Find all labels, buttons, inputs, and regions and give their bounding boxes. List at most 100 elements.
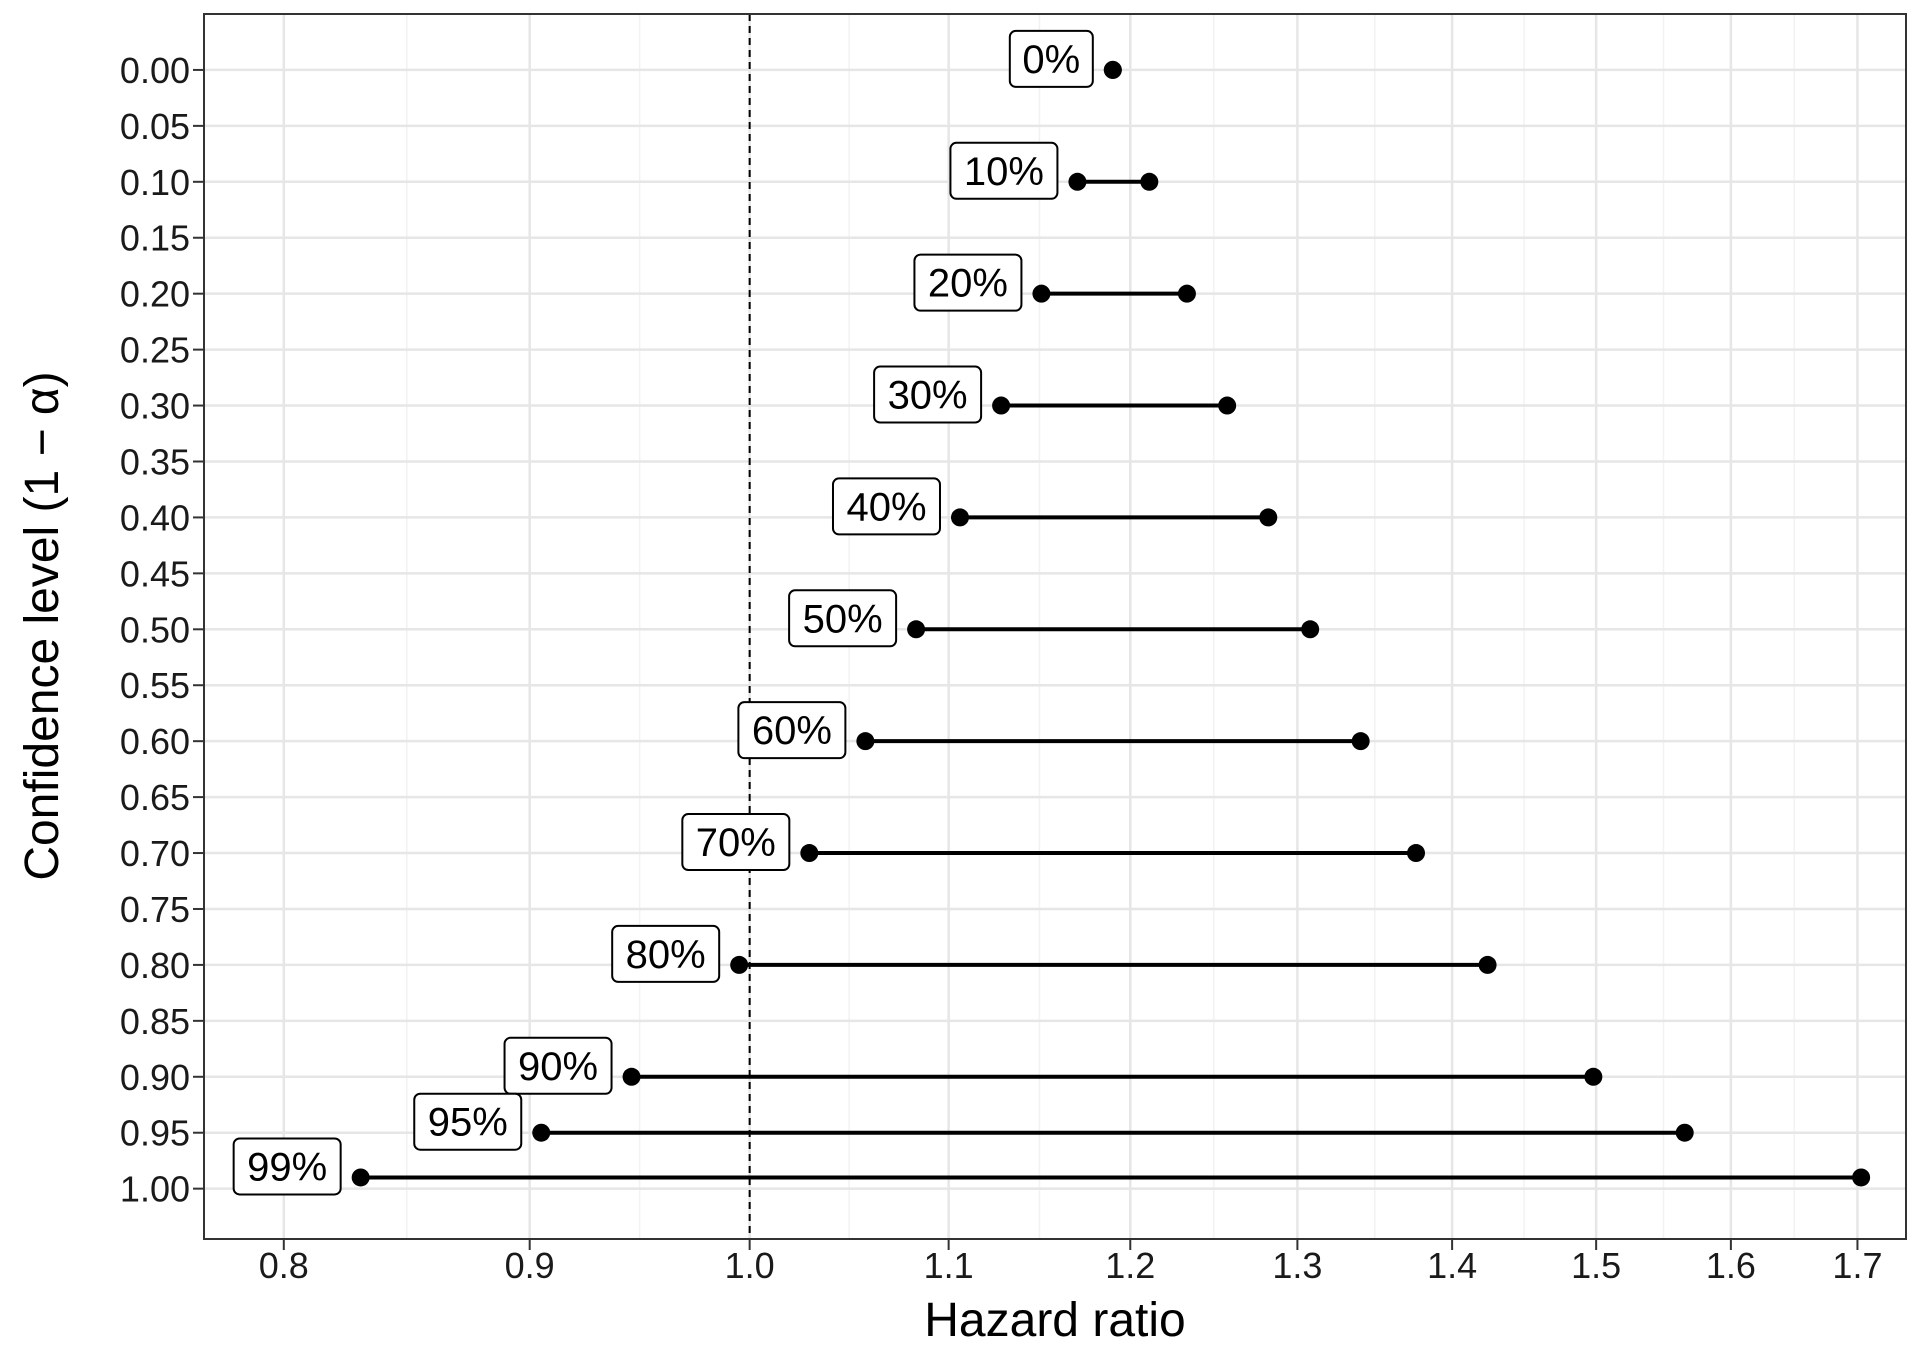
interval-label-text: 80% [626, 933, 706, 977]
y-tick-label: 1.00 [120, 1169, 190, 1210]
interval-upper-point [1675, 1123, 1694, 1142]
interval-label-text: 40% [846, 485, 926, 529]
interval-label-box [681, 813, 791, 872]
interval-label-text: 95% [428, 1101, 508, 1145]
interval-lower-point [622, 1067, 641, 1086]
interval-label-box [413, 1092, 523, 1151]
y-tick-label: 0.80 [120, 945, 190, 986]
y-axis: 0.00 0.05 0.10 0.15 0.20 0.25 0.30 0.35 0.40 0.45… [120, 50, 204, 1210]
x-tick-label: 1.1 [924, 1245, 974, 1286]
y-tick-label: 0.30 [120, 386, 190, 427]
x-tick-label: 1.5 [1571, 1245, 1621, 1286]
y-tick-label: 0.20 [120, 274, 190, 315]
interval-lower-point [800, 844, 819, 863]
interval-label-box [949, 141, 1059, 200]
x-axis-title: Hazard ratio [924, 1294, 1185, 1347]
interval-label: 40% [831, 477, 941, 536]
interval-label-text: 30% [888, 374, 968, 418]
interval-lower-point [907, 620, 926, 639]
interval-lower-point [1068, 172, 1087, 191]
interval-lower-point [730, 955, 749, 974]
interval-label-text: 90% [518, 1045, 598, 1089]
y-tick-label: 0.70 [120, 833, 190, 874]
interval-upper-point [1218, 396, 1237, 415]
interval-label-box [1008, 29, 1094, 88]
y-tick-label: 0.90 [120, 1057, 190, 1098]
interval-label: 70% [681, 813, 791, 872]
interval-label-box [611, 924, 721, 983]
interval-label-box [503, 1036, 613, 1095]
x-tick-label: 1.7 [1832, 1245, 1882, 1286]
x-axis: 0.8 0.9 1.0 1.1 1.2 1.3 1.4 1.5 1.6 1.7 [259, 1239, 1882, 1286]
y-tick-label: 0.45 [120, 553, 190, 594]
y-tick-label: 0.15 [120, 218, 190, 259]
interval-label: 60% [737, 701, 847, 760]
y-tick-label: 0.50 [120, 609, 190, 650]
interval-upper-point [1259, 508, 1278, 527]
interval-upper-point [1103, 60, 1122, 79]
x-tick-label: 1.6 [1706, 1245, 1756, 1286]
interval-label-box [737, 701, 847, 760]
interval-label-text: 70% [696, 821, 776, 865]
interval-label: 0% [1008, 29, 1094, 88]
interval-upper-point [1407, 844, 1426, 863]
y-tick-label: 0.10 [120, 162, 190, 203]
interval-upper-point [1351, 732, 1370, 751]
interval-label-box [232, 1137, 342, 1196]
y-tick-label: 0.25 [120, 330, 190, 371]
x-tick-label: 1.4 [1427, 1245, 1477, 1286]
interval-lower-point [532, 1123, 551, 1142]
plot-panel-border [203, 13, 1907, 1240]
y-tick-label: 0.00 [120, 50, 190, 91]
interval-label: 20% [913, 253, 1023, 312]
interval-label-text: 60% [752, 709, 832, 753]
y-tick-label: 0.85 [120, 1001, 190, 1042]
interval-label-box [788, 589, 898, 648]
interval-label-text: 10% [964, 150, 1044, 194]
y-tick-label: 0.40 [120, 497, 190, 538]
interval-label-box [913, 253, 1023, 312]
x-tick-label: 1.0 [725, 1245, 775, 1286]
x-tick-label: 0.9 [505, 1245, 555, 1286]
interval-lower-point [351, 1168, 370, 1187]
y-tick-label: 0.05 [120, 106, 190, 147]
x-tick-label: 1.3 [1272, 1245, 1322, 1286]
interval-upper-point [1852, 1168, 1871, 1187]
interval-label-text: 99% [247, 1145, 327, 1189]
interval-labels: 0% 10% 20% 30% 40% 50% 60% 70% 80% 90%95% 99% [232, 29, 1094, 1196]
interval-endpoints [351, 60, 1871, 1187]
interval-label: 90% [503, 1036, 613, 1095]
interval-upper-point [1301, 620, 1320, 639]
interval-lower-point [950, 508, 969, 527]
interval-upper-point [1177, 284, 1196, 303]
interval-label-text: 50% [803, 597, 883, 641]
interval-upper-point [1140, 172, 1159, 191]
y-tick-label: 0.60 [120, 721, 190, 762]
interval-upper-point [1584, 1067, 1603, 1086]
interval-lower-point [992, 396, 1011, 415]
interval-label-text: 20% [928, 262, 1008, 306]
interval-label: 10% [949, 141, 1059, 200]
y-tick-label: 0.55 [120, 665, 190, 706]
interval-lower-point [1032, 284, 1051, 303]
interval-lower-point [856, 732, 875, 751]
interval-label-box [831, 477, 941, 536]
interval-label: 95% [413, 1092, 523, 1151]
y-tick-label: 0.75 [120, 889, 190, 930]
interval-label-box [873, 365, 983, 424]
y-tick-label: 0.95 [120, 1113, 190, 1154]
y-axis-title: Confidence level (1 − α) [16, 371, 69, 880]
x-tick-label: 0.8 [259, 1245, 309, 1286]
interval-label-text: 0% [1022, 38, 1080, 82]
interval-label: 80% [611, 924, 721, 983]
y-tick-label: 0.65 [120, 777, 190, 818]
interval-segments [360, 179, 1862, 1180]
x-tick-label: 1.2 [1105, 1245, 1155, 1286]
interval-label: 30% [873, 365, 983, 424]
y-tick-label: 0.35 [120, 441, 190, 482]
interval-label: 99% [232, 1137, 342, 1196]
interval-upper-point [1478, 955, 1497, 974]
interval-label: 50% [788, 589, 898, 648]
